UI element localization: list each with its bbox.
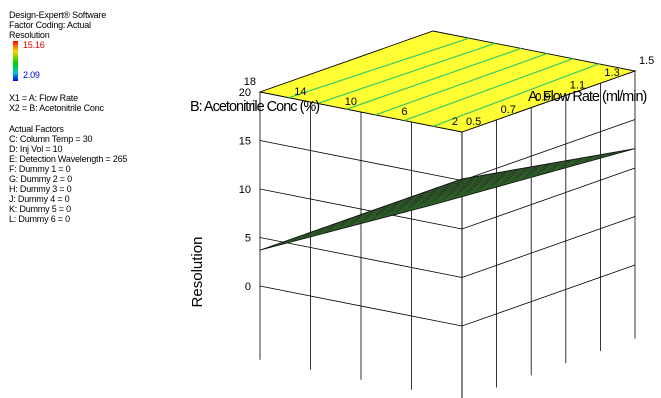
response-surface xyxy=(259,148,636,251)
z-tick-label: 10 xyxy=(239,184,251,196)
x-tick-label: 0.7 xyxy=(501,104,516,116)
z-tick-label: 5 xyxy=(245,233,251,245)
factor-j: J: Dummy 4 = 0 xyxy=(9,194,70,204)
y-tick-label: 14 xyxy=(294,86,306,98)
color-scale-bar xyxy=(13,41,18,81)
x-tick-label: 1.3 xyxy=(604,67,619,79)
y-axis-label: B: Acetonitrile Conc (%) xyxy=(190,99,319,115)
grid-line-z xyxy=(259,216,636,278)
contour-line xyxy=(317,42,496,104)
y-tick-label: 18 xyxy=(244,76,256,88)
z-axis-label: Resolution xyxy=(189,237,206,308)
contour-line xyxy=(346,47,522,110)
grid-line-z xyxy=(259,264,636,327)
factor-c: C: Column Temp = 30 xyxy=(9,134,93,144)
response-name: Resolution xyxy=(9,30,50,40)
z-tick-label: 15 xyxy=(239,136,251,148)
contour-line xyxy=(404,58,574,122)
x-tick-label: 0.5 xyxy=(466,116,481,128)
factor-f: F: Dummy 1 = 0 xyxy=(9,164,71,174)
contour-top-face xyxy=(258,30,637,133)
legend-min-value: 2.09 xyxy=(23,70,40,80)
info-panel: Design-Expert® Software Factor Coding: A… xyxy=(9,10,184,224)
legend-max-value: 15.16 xyxy=(23,40,45,50)
x1-factor: X1 = A: Flow Rate xyxy=(9,93,78,103)
factor-k: K: Dummy 5 = 0 xyxy=(9,204,71,214)
axis-labels: Resolution B: Acetonitrile Conc (%) A: F… xyxy=(189,55,654,307)
x-tick-label: 0.9 xyxy=(535,92,550,104)
actual-factors-title: Actual Factors xyxy=(9,124,64,134)
y-tick-label: 6 xyxy=(401,106,407,118)
z-tick-label: 0 xyxy=(245,281,251,293)
software-name: Design-Expert® Software xyxy=(9,10,107,20)
factor-g: G: Dummy 2 = 0 xyxy=(9,174,72,184)
x-tick-label: 1.1 xyxy=(570,79,585,91)
y-tick-label: 10 xyxy=(345,96,357,108)
x-tick-label: 1.5 xyxy=(639,55,654,67)
factor-h: H: Dummy 3 = 0 xyxy=(9,184,72,194)
x2-factor: X2 = B: Acetonitrile Conc xyxy=(9,103,104,113)
contour-line xyxy=(432,63,600,127)
z-tick-label: 20 xyxy=(239,87,251,99)
color-legend: 15.16 2.09 xyxy=(9,40,184,82)
x-axis-label: A: Flow Rate (ml/min) xyxy=(528,89,647,105)
y-tick-label: 2 xyxy=(452,116,458,128)
factor-d: D: Inj Vol = 10 xyxy=(9,144,63,154)
contour-line xyxy=(375,53,548,116)
contour-line xyxy=(288,37,470,99)
factor-e: E: Detection Wavelength = 265 xyxy=(9,154,128,164)
surface-outline xyxy=(259,148,636,251)
factor-coding: Factor Coding: Actual xyxy=(9,20,91,30)
factor-l: L: Dummy 6 = 0 xyxy=(9,214,70,224)
